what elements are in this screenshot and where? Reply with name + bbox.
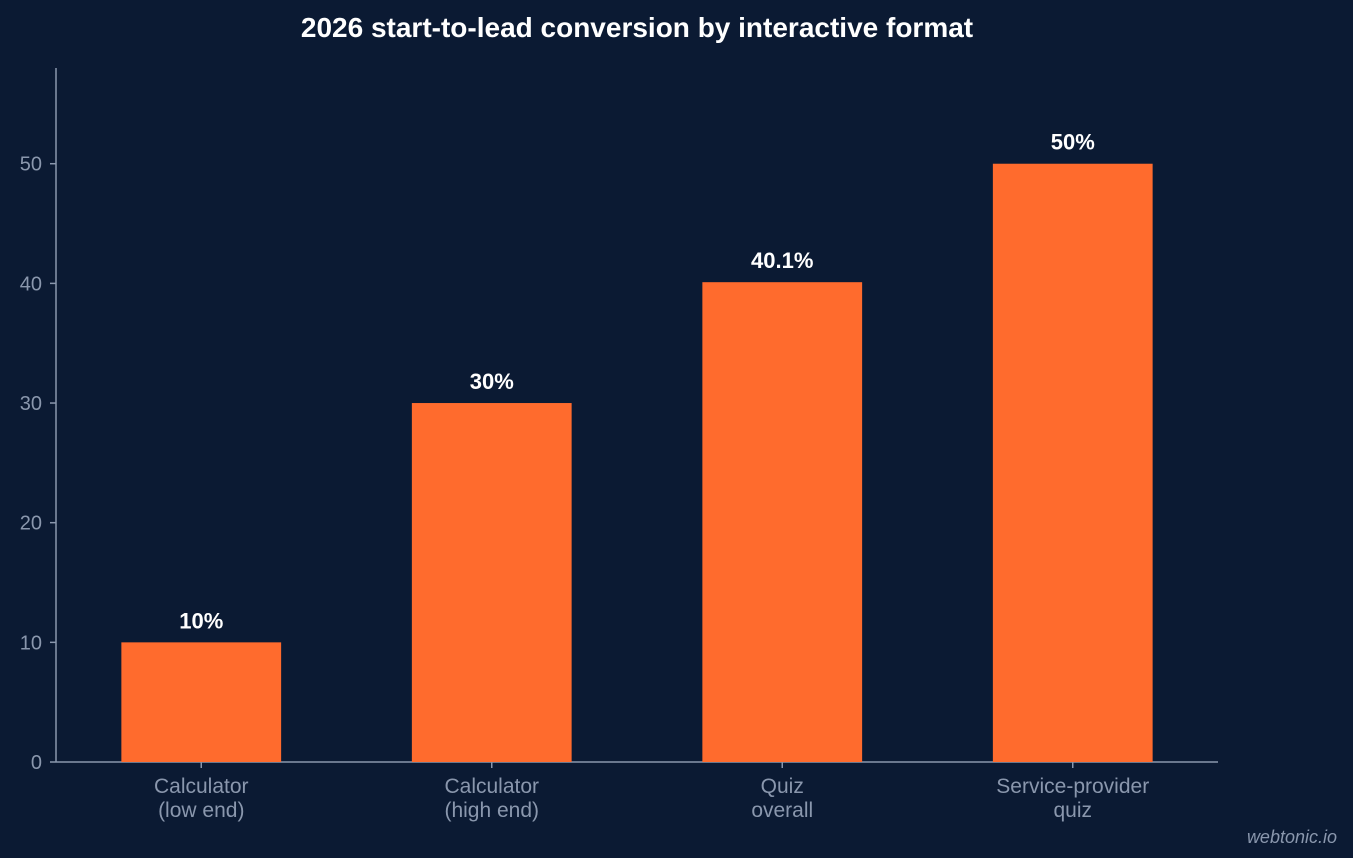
data-label: 50% xyxy=(1051,130,1095,155)
watermark: webtonic.io xyxy=(1246,827,1337,847)
data-label: 10% xyxy=(179,608,223,633)
y-tick-label: 10 xyxy=(20,632,42,654)
y-tick-label: 40 xyxy=(20,273,42,295)
y-tick-label: 30 xyxy=(20,393,42,415)
y-axis-ticks: 0 10 20 30 40 50 xyxy=(20,154,56,774)
data-labels: 10% 30% 40.1% 50% xyxy=(179,130,1095,634)
y-tick-label: 50 xyxy=(20,154,42,176)
y-tick-label: 0 xyxy=(31,752,42,774)
x-tick-label: Quiz overall xyxy=(751,775,813,822)
chart-title: 2026 start-to-lead conversion by interac… xyxy=(301,12,973,43)
data-label: 40.1% xyxy=(751,248,813,273)
bar xyxy=(121,642,282,762)
bar xyxy=(411,403,572,762)
bar xyxy=(992,163,1153,763)
data-label: 30% xyxy=(470,369,514,394)
y-tick-label: 20 xyxy=(20,513,42,535)
x-tick-label: Calculator (high end) xyxy=(444,775,539,822)
x-tick-label: Calculator (low end) xyxy=(154,775,249,822)
bars xyxy=(121,163,1153,763)
bar xyxy=(702,282,863,762)
x-tick-label: Service-provider quiz xyxy=(996,775,1149,822)
x-axis-labels: Calculator (low end) Calculator (high end) Q… xyxy=(154,762,1149,822)
